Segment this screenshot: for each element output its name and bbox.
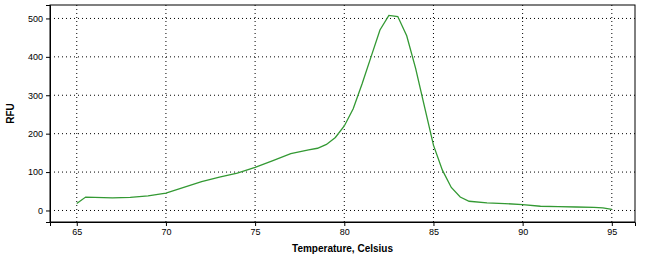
tick-mark <box>612 222 613 226</box>
tick-mark <box>46 210 50 211</box>
tick-label: 65 <box>72 227 82 237</box>
tick: 200 <box>28 129 50 139</box>
tick-label: 80 <box>340 227 350 237</box>
series <box>77 15 612 209</box>
tick: 400 <box>28 52 50 62</box>
tick-label: 90 <box>518 227 528 237</box>
grid-line-y <box>50 95 635 96</box>
tick-mark <box>166 222 167 226</box>
grid-line-y <box>50 133 635 134</box>
grid-line-y <box>50 18 635 19</box>
tick-label: 75 <box>251 227 261 237</box>
tick-label: 70 <box>161 227 171 237</box>
tick-mark <box>523 222 524 226</box>
grid-line-x <box>344 5 345 222</box>
x-axis-title: Temperature, Celsius <box>292 243 393 254</box>
x-axis: 65 70 75 80 85 90 95 <box>51 222 636 237</box>
tick: 85 <box>429 222 439 237</box>
tick-label: 200 <box>28 129 43 139</box>
tick: 75 <box>251 222 261 237</box>
tick-label: 85 <box>429 227 439 237</box>
tick-mark <box>77 222 78 226</box>
grid-line-x <box>433 5 434 222</box>
tick: 500 <box>28 14 50 24</box>
tick-label: 300 <box>28 91 43 101</box>
tick: 70 <box>161 222 171 237</box>
tick-mark <box>433 222 434 226</box>
y-axis: 0 100 200 300 400 500 <box>28 6 51 223</box>
tick-mark <box>46 57 50 58</box>
melt-curve <box>77 15 612 209</box>
grid-line-x <box>522 5 523 222</box>
tick-label: 95 <box>607 227 617 237</box>
tick-label: 400 <box>28 52 43 62</box>
plot-frame <box>50 5 635 222</box>
tick-mark <box>344 222 345 226</box>
grid-line-x <box>255 5 256 222</box>
grid-line-y <box>50 210 635 211</box>
tick-label: 500 <box>28 14 43 24</box>
tick: 95 <box>607 222 617 237</box>
tick-label: 100 <box>28 167 43 177</box>
tick-mark <box>255 222 256 226</box>
grid <box>50 5 635 222</box>
grid-line-y <box>50 56 635 57</box>
tick-mark <box>46 172 50 173</box>
grid-line-x <box>165 5 166 222</box>
tick: 65 <box>72 222 82 237</box>
tick-label: 0 <box>38 206 43 216</box>
axis-line <box>51 223 636 227</box>
tick: 90 <box>518 222 528 237</box>
tick: 300 <box>28 91 50 101</box>
tick-mark <box>46 134 50 135</box>
tick: 0 <box>38 206 50 216</box>
grid-line-x <box>611 5 612 222</box>
y-axis-title: RFU <box>5 103 16 124</box>
plot: 65 70 75 80 85 90 95 0 100 200 300 400 500 <box>28 5 636 237</box>
tick-mark <box>46 95 50 96</box>
tick: 80 <box>340 222 350 237</box>
tick: 100 <box>28 167 50 177</box>
grid-line-y <box>50 172 635 173</box>
grid-line-x <box>76 5 77 222</box>
chart: 65 70 75 80 85 90 95 0 100 200 300 400 500 Temperatur… <box>0 0 653 260</box>
tick-mark <box>46 18 50 19</box>
